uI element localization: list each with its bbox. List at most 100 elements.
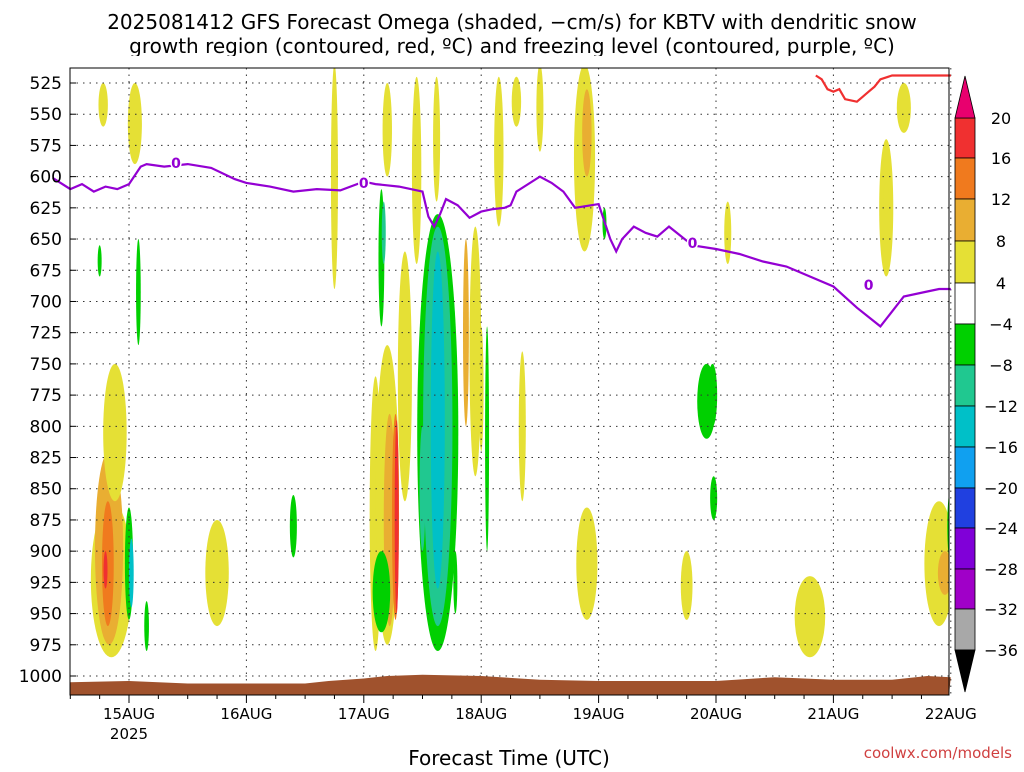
colorbar-arrow-top	[954, 75, 976, 119]
x-tick-label: 18AUG	[455, 705, 507, 723]
ground-terrain	[70, 674, 951, 695]
y-tick-label: 700	[30, 292, 62, 312]
y-tick-label: 575	[30, 136, 62, 156]
y-tick-label: 925	[30, 573, 62, 593]
colorbar-swatch	[954, 240, 976, 284]
x-tick-label: 16AUG	[220, 705, 272, 723]
omega-cell	[411, 76, 422, 265]
omega-cell	[433, 76, 441, 202]
colorbar-label: −28	[984, 560, 1018, 579]
omega-cell	[330, 64, 338, 289]
x-tick-label: 21AUG	[807, 705, 859, 723]
y-tick-label: 800	[30, 417, 62, 437]
colorbar-swatch	[954, 608, 976, 651]
y-tick-label: 875	[30, 511, 62, 531]
omega-cell	[289, 494, 297, 558]
colorbar-swatch	[954, 282, 976, 325]
omega-cell	[372, 551, 391, 633]
x-tick-label: 20AUG	[690, 705, 742, 723]
freezing-level-label: 0	[171, 156, 181, 172]
omega-cell	[98, 83, 108, 127]
omega-cell	[896, 83, 911, 133]
colorbar-label: 4	[996, 274, 1006, 293]
colorbar-label: −32	[984, 600, 1018, 619]
chart-title-line1: 2025081412 GFS Forecast Omega (shaded, −…	[107, 10, 917, 34]
x-axis-label: Forecast Time (UTC)	[408, 746, 610, 768]
y-tick-label: 1000	[19, 667, 62, 687]
omega-cell	[794, 576, 826, 658]
colorbar-label: −20	[984, 479, 1018, 498]
colorbar-swatch	[954, 487, 976, 529]
y-tick-label: 900	[30, 542, 62, 562]
omega-cell	[394, 420, 399, 614]
omega-cell	[494, 76, 504, 227]
y-tick-label: 850	[30, 480, 62, 500]
colorbar-label: −8	[989, 356, 1013, 375]
omega-cell	[129, 538, 134, 608]
omega-cell	[397, 251, 412, 502]
y-tick-label: 625	[30, 199, 62, 219]
colorbar-label: 8	[996, 232, 1006, 251]
omega-cell	[144, 601, 149, 652]
omega-cell	[469, 226, 482, 477]
omega-cell	[582, 89, 592, 177]
colorbar-label: −36	[984, 641, 1018, 660]
colorbar-swatch	[954, 157, 976, 200]
grid-lines	[70, 68, 952, 695]
y-axis: 525 550 575 600 625 650 675 700 725 750 775 800 825 8…	[19, 74, 76, 687]
colorbar-swatch	[954, 198, 976, 242]
chart-title-line2: growth region (contoured, red, ºC) and f…	[129, 34, 895, 58]
x-tick-label: 19AUG	[573, 705, 625, 723]
omega-cell	[937, 551, 952, 595]
colorbar-label: 20	[991, 109, 1011, 128]
omega-cell	[419, 426, 426, 552]
freezing-level-label: 0	[864, 278, 874, 294]
omega-cell	[485, 326, 490, 552]
omega-cell	[724, 201, 732, 265]
x-year-label: 2025	[110, 725, 148, 743]
colorbar-swatch	[954, 446, 976, 489]
y-tick-label: 675	[30, 261, 62, 281]
omega-cell	[707, 363, 718, 427]
colorbar: 20 16 12 8 4 −4 −8 −12 −16 −20 −24 −28 −32 −36	[954, 75, 1018, 693]
y-tick-label: 550	[30, 105, 62, 125]
omega-cell	[97, 245, 102, 277]
colorbar-label: −12	[984, 397, 1018, 416]
contour-lines: 0 0 0 0	[52, 74, 951, 328]
y-tick-label: 750	[30, 355, 62, 375]
omega-cell	[463, 239, 469, 427]
plot-mask-bottom	[70, 695, 949, 768]
y-tick-label: 525	[30, 74, 62, 94]
colorbar-label: −24	[984, 519, 1018, 538]
y-tick-label: 725	[30, 324, 62, 344]
freezing-level-line	[52, 162, 951, 328]
y-tick-label: 975	[30, 636, 62, 656]
credit-text: coolwx.com/models	[864, 744, 1012, 762]
y-tick-label: 650	[30, 230, 62, 250]
x-tick-label: 17AUG	[338, 705, 390, 723]
colorbar-swatch	[954, 364, 976, 407]
y-tick-label: 775	[30, 386, 62, 406]
omega-cell	[127, 83, 142, 165]
x-tick-label: 15AUG	[103, 705, 155, 723]
x-axis: 15AUG 16AUG 17AUG 18AUG 19AUG 20AUG 21AUG 22AUG…	[69, 695, 977, 743]
omega-cell	[883, 182, 890, 215]
omega-cell	[430, 251, 445, 589]
colorbar-swatch	[954, 405, 976, 448]
x-tick-label: 22AUG	[925, 705, 977, 723]
omega-cell	[136, 239, 141, 346]
colorbar-swatch	[954, 527, 976, 570]
colorbar-swatch	[954, 323, 976, 366]
omega-cell	[103, 551, 108, 589]
ground-fill	[70, 674, 951, 695]
colorbar-label: 16	[991, 149, 1011, 168]
omega-cell	[101, 501, 114, 627]
omega-cell	[382, 83, 392, 177]
freezing-level-label: 0	[688, 236, 698, 252]
y-tick-label: 950	[30, 605, 62, 625]
plot-mask-left	[0, 0, 70, 768]
omega-cell	[381, 201, 386, 265]
colorbar-label: −16	[984, 438, 1018, 457]
